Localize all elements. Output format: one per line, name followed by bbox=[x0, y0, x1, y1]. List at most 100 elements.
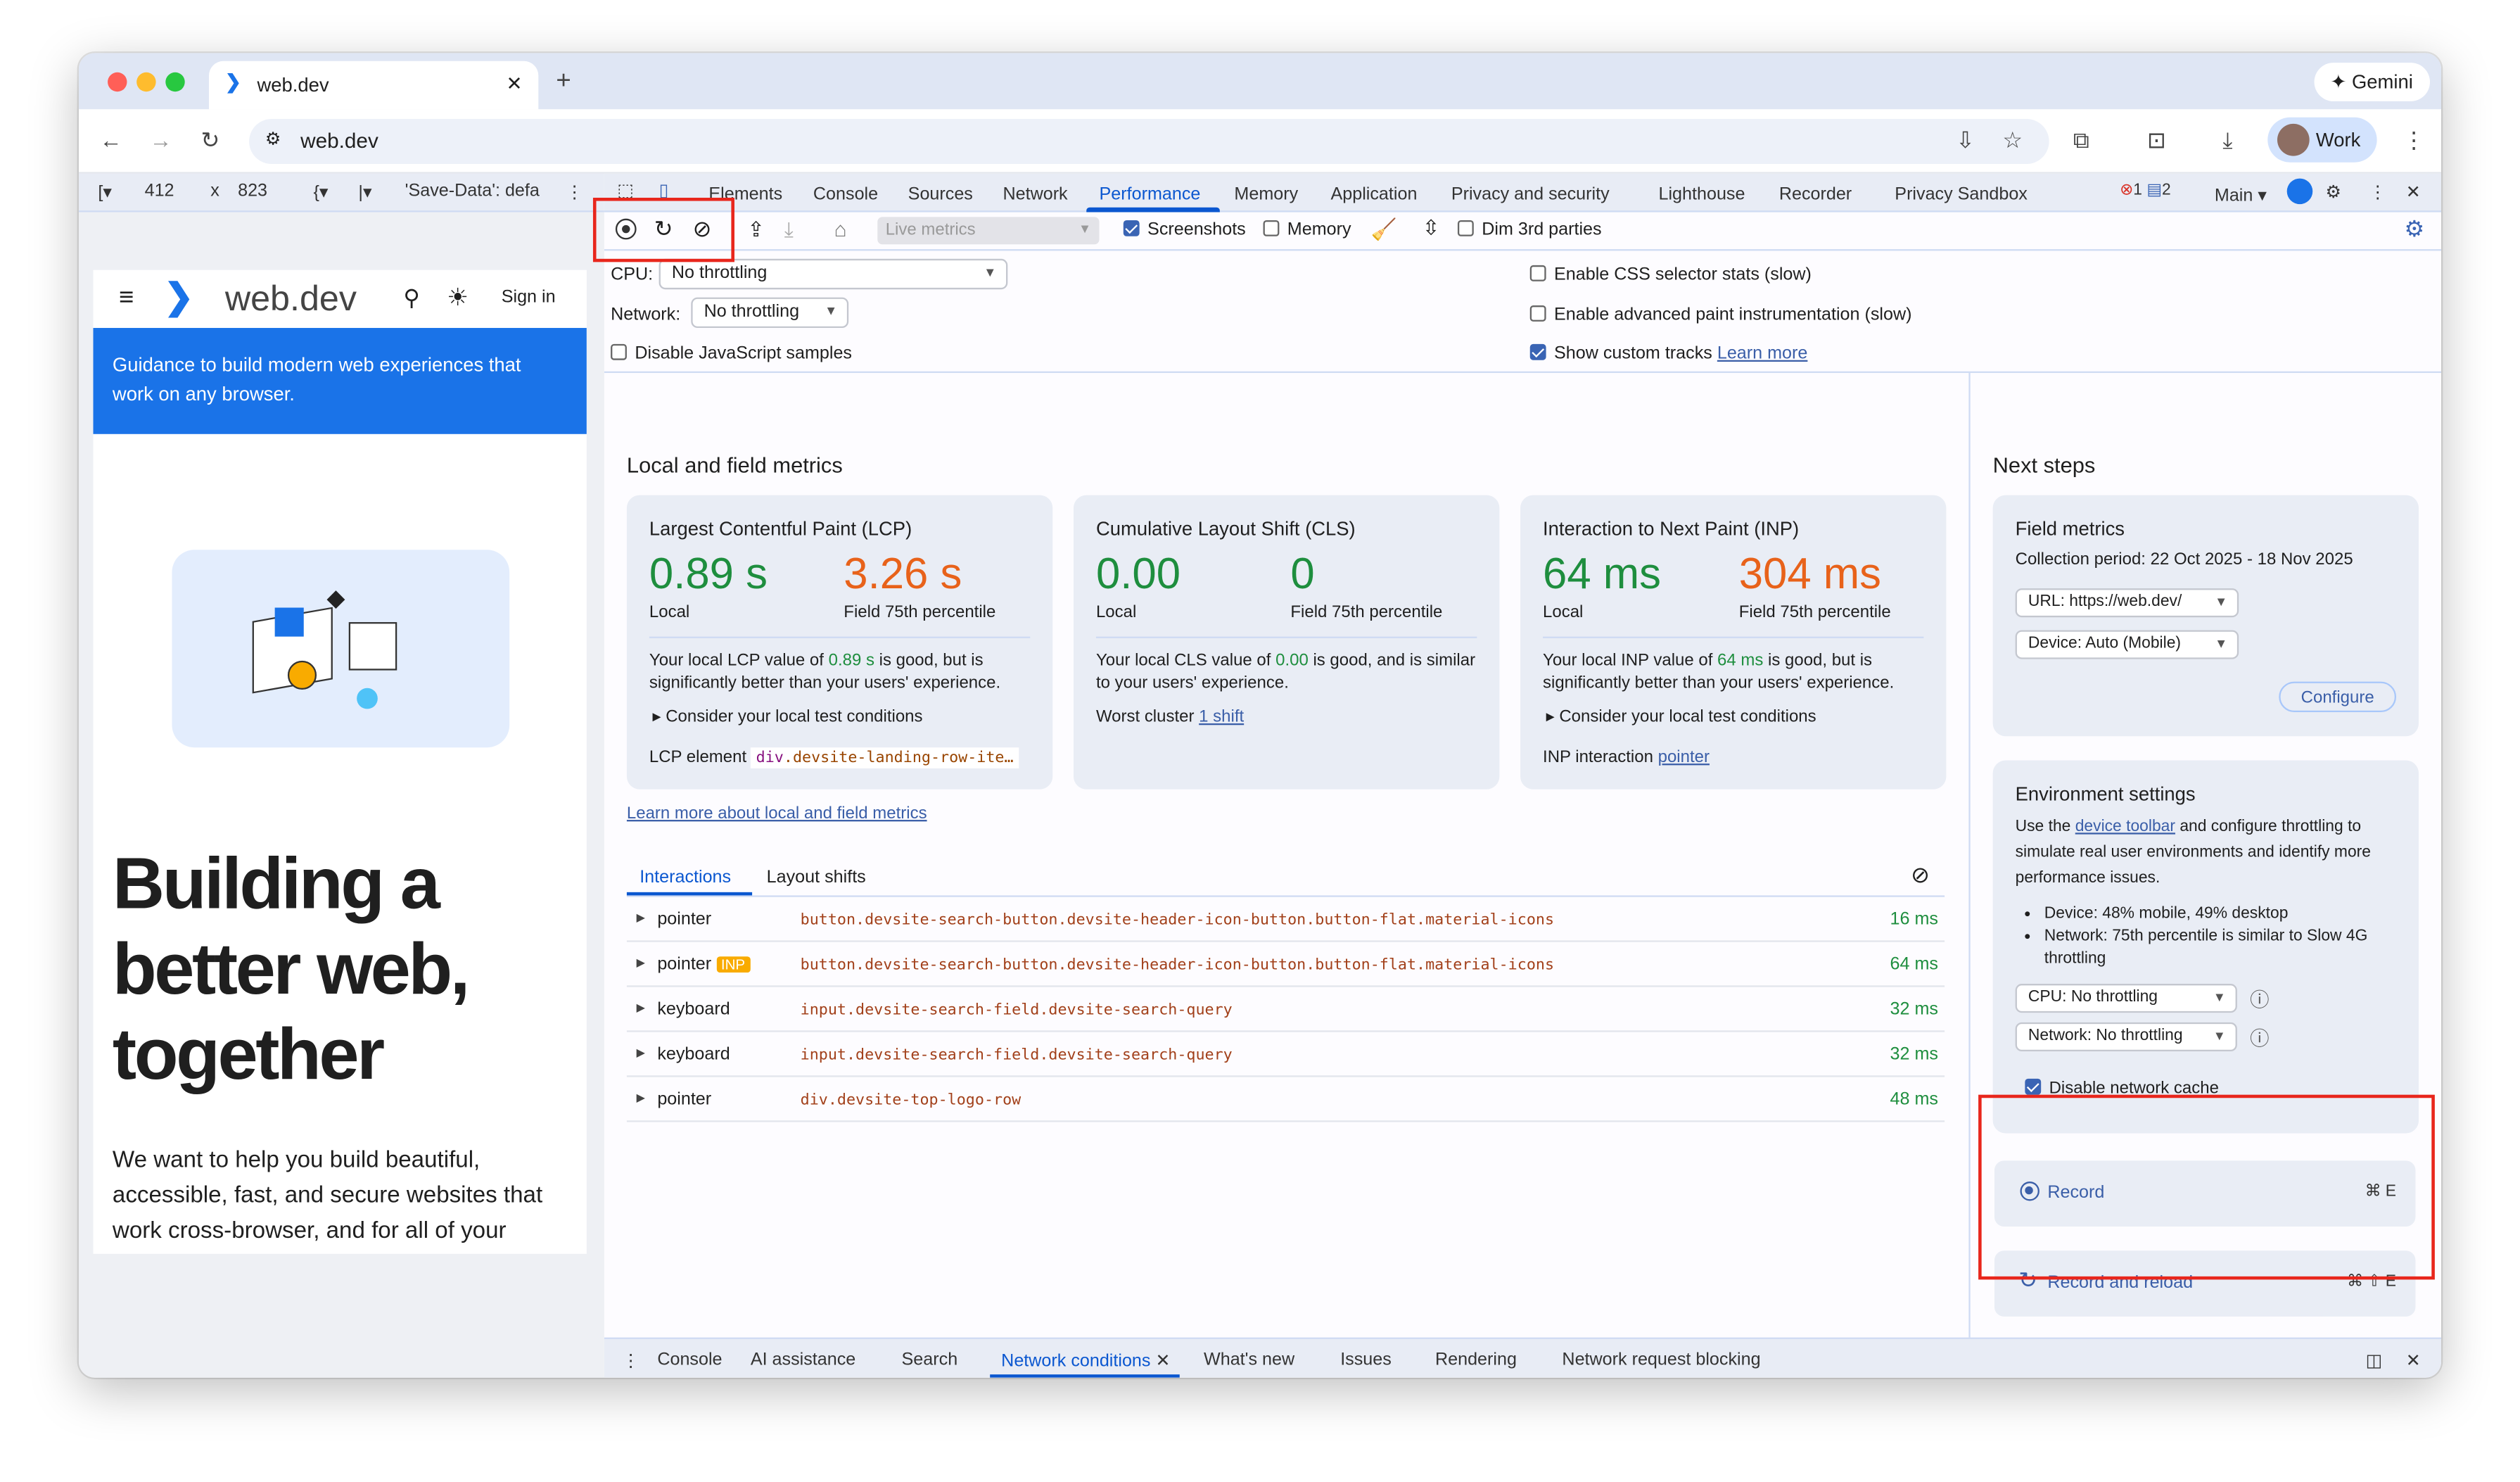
throttle-dropdown[interactable]: |▾ bbox=[358, 183, 372, 203]
maximize-window-button[interactable] bbox=[165, 72, 185, 92]
tab-layout-shifts[interactable]: Layout shifts bbox=[766, 868, 866, 887]
capture-settings-icon[interactable]: ⚙ bbox=[2404, 215, 2425, 241]
clear-interactions-icon[interactable]: ⊘ bbox=[1911, 861, 1930, 887]
live-metrics-select[interactable]: Live metrics ▼ bbox=[877, 217, 1100, 245]
garbage-collect-icon[interactable]: 🧹 bbox=[1370, 217, 1397, 241]
interaction-selector[interactable]: div.devsite-top-logo-row bbox=[800, 1091, 1022, 1110]
expand-icon[interactable]: ▶ bbox=[636, 1048, 645, 1060]
close-devtools-icon[interactable]: ✕ bbox=[2405, 183, 2421, 203]
configure-button[interactable]: Configure bbox=[2279, 681, 2397, 712]
profile-button[interactable]: Work bbox=[2267, 117, 2377, 163]
settings-gear-icon[interactable]: ⚙ bbox=[2325, 183, 2342, 203]
dimensions-dropdown[interactable]: [▾ bbox=[98, 183, 112, 203]
tab-console[interactable]: Console bbox=[813, 184, 879, 205]
disable-js-samples-checkbox[interactable]: Disable JavaScript samples bbox=[611, 343, 852, 363]
minimize-window-button[interactable] bbox=[136, 72, 156, 92]
browser-tab[interactable]: ❯ web.dev ✕ bbox=[208, 61, 539, 110]
interaction-row[interactable]: ▶ keyboard input.devsite-search-field.devs… bbox=[626, 987, 1945, 1032]
hamburger-menu-icon[interactable]: ≡ bbox=[119, 284, 134, 312]
drawer-tab-issues[interactable]: Issues bbox=[1340, 1350, 1392, 1370]
cpu-info-icon[interactable]: ⓘ bbox=[2250, 988, 2270, 1011]
width-input[interactable]: 412 bbox=[144, 182, 174, 201]
worst-cluster-link[interactable]: 1 shift bbox=[1199, 707, 1245, 727]
tab-search-icon[interactable]: ⊡ bbox=[2146, 127, 2166, 153]
cpu-throttling-select[interactable]: No throttling ▼ bbox=[658, 258, 1008, 290]
inp-interaction-link[interactable]: pointer bbox=[1657, 747, 1710, 767]
close-tab-icon[interactable]: ✕ bbox=[506, 72, 523, 95]
home-icon[interactable]: ⌂ bbox=[834, 217, 847, 241]
interaction-selector[interactable]: button.devsite-search-button.devsite-hea… bbox=[800, 911, 1555, 930]
save-data-dropdown[interactable]: 'Save-Data': defa bbox=[405, 182, 540, 201]
inspect-element-icon[interactable]: ⬚ bbox=[617, 182, 634, 201]
site-info-icon[interactable]: ⚙ bbox=[265, 130, 281, 150]
reload-record-icon[interactable]: ↻ bbox=[654, 215, 673, 241]
dim-3rd-parties-checkbox[interactable]: Dim 3rd parties bbox=[1457, 220, 1602, 239]
tab-privacy-and-security[interactable]: Privacy and security bbox=[1451, 184, 1610, 205]
field-url-select[interactable]: URL: https://web.dev/▼ bbox=[2015, 588, 2239, 618]
interaction-selector[interactable]: input.devsite-search-field.devsite-searc… bbox=[800, 1046, 1233, 1065]
tab-network[interactable]: Network bbox=[1003, 184, 1068, 205]
browser-menu-icon[interactable]: ⋮ bbox=[2403, 127, 2426, 153]
forward-icon[interactable]: → bbox=[149, 127, 172, 153]
extensions-icon[interactable]: ⧉ bbox=[2073, 127, 2089, 153]
interaction-selector[interactable]: button.devsite-search-button.devsite-hea… bbox=[800, 956, 1555, 975]
env-network-select[interactable]: Network: No throttling ▼ bbox=[2015, 1022, 2237, 1051]
tab-elements[interactable]: Elements bbox=[708, 184, 783, 205]
drawer-tab-whats-new[interactable]: What's new bbox=[1204, 1350, 1295, 1370]
expand-icon[interactable]: ▶ bbox=[636, 1093, 645, 1105]
context-dropdown[interactable]: Main ▾ bbox=[2214, 186, 2267, 206]
device-toolbar-menu-icon[interactable]: ⋮ bbox=[566, 183, 584, 203]
network-info-icon[interactable]: ⓘ bbox=[2250, 1027, 2270, 1050]
drawer-tab-network-conditions[interactable]: Network conditions ✕ bbox=[1001, 1352, 1171, 1372]
tab-application[interactable]: Application bbox=[1330, 184, 1418, 205]
device-toggle-icon[interactable]: ▯ bbox=[658, 182, 669, 201]
save-profile-icon[interactable]: ⤓ bbox=[784, 217, 794, 241]
drawer-tab-network-request-blocking[interactable]: Network request blocking bbox=[1562, 1350, 1761, 1370]
tab-privacy-sandbox[interactable]: Privacy Sandbox bbox=[1895, 184, 2028, 205]
expand-icon[interactable]: ▶ bbox=[636, 958, 645, 970]
install-icon[interactable]: ⇩ bbox=[1956, 127, 1975, 153]
ai-assistance-icon[interactable] bbox=[2286, 178, 2313, 205]
expand-icon[interactable]: ▶ bbox=[636, 1003, 645, 1015]
advanced-paint-checkbox[interactable]: Enable advanced paint instrumentation (s… bbox=[1529, 305, 1911, 324]
bookmark-star-icon[interactable]: ☆ bbox=[2002, 127, 2023, 153]
load-profile-icon[interactable]: ⇪ bbox=[747, 217, 765, 241]
inp-test-conditions-toggle[interactable]: ▸ Consider your local test conditions bbox=[1546, 707, 1816, 727]
tab-recorder[interactable]: Recorder bbox=[1778, 184, 1852, 205]
learn-more-link[interactable]: Learn more bbox=[1717, 343, 1808, 364]
theme-toggle-icon[interactable]: ☀ bbox=[447, 284, 469, 312]
interaction-selector[interactable]: input.devsite-search-field.devsite-searc… bbox=[800, 1001, 1233, 1020]
learn-more-metrics-link[interactable]: Learn more about local and field metrics bbox=[626, 804, 927, 823]
network-throttling-select[interactable]: No throttling ▼ bbox=[691, 297, 849, 329]
close-drawer-tab-icon[interactable]: ✕ bbox=[1155, 1352, 1171, 1372]
custom-tracks-checkbox[interactable]: Show custom tracks Learn more bbox=[1529, 343, 1808, 364]
lcp-test-conditions-toggle[interactable]: ▸ Consider your local test conditions bbox=[652, 707, 923, 727]
interaction-row[interactable]: ▶ pointer INP button.devsite-search-button.… bbox=[626, 942, 1945, 987]
interaction-row[interactable]: ▶ pointer button.devsite-search-button.dev… bbox=[626, 897, 1945, 942]
record-icon[interactable] bbox=[615, 218, 637, 240]
memory-checkbox[interactable]: Memory bbox=[1263, 220, 1351, 239]
tab-lighthouse[interactable]: Lighthouse bbox=[1658, 184, 1745, 205]
interaction-row[interactable]: ▶ keyboard input.devsite-search-field.devs… bbox=[626, 1032, 1945, 1077]
downloads-icon[interactable]: ⤓ bbox=[2222, 127, 2233, 153]
tab-memory[interactable]: Memory bbox=[1234, 184, 1299, 205]
close-window-button[interactable] bbox=[108, 72, 127, 92]
devtools-menu-icon[interactable]: ⋮ bbox=[2369, 183, 2387, 203]
new-tab-button[interactable]: + bbox=[556, 67, 571, 95]
issues-counter[interactable]: ⊗1 ▤2 bbox=[2120, 182, 2171, 199]
css-selector-stats-checkbox[interactable]: Enable CSS selector stats (slow) bbox=[1529, 265, 1812, 284]
back-icon[interactable]: ← bbox=[99, 127, 122, 153]
device-toolbar-link[interactable]: device toolbar bbox=[2075, 818, 2175, 836]
expand-icon[interactable]: ▶ bbox=[636, 913, 645, 925]
record-and-reload-button[interactable]: ↻ Record and reload ⌘ ⇧ E bbox=[1994, 1250, 2416, 1317]
drawer-tab-rendering[interactable]: Rendering bbox=[1434, 1350, 1517, 1370]
drawer-tab-search[interactable]: Search bbox=[901, 1350, 958, 1370]
height-input[interactable]: 823 bbox=[238, 182, 268, 201]
field-device-select[interactable]: Device: Auto (Mobile) ▼ bbox=[2015, 630, 2239, 659]
interaction-row[interactable]: ▶ pointer div.devsite-top-logo-row 48 ms bbox=[626, 1077, 1945, 1122]
clear-icon[interactable]: ⊘ bbox=[692, 215, 712, 241]
site-logo-text[interactable]: web.dev bbox=[224, 278, 357, 319]
collapse-tracks-icon[interactable]: ⇳ bbox=[1422, 215, 1440, 240]
reload-icon[interactable]: ↻ bbox=[201, 127, 220, 153]
drawer-tab-console[interactable]: Console bbox=[657, 1350, 723, 1370]
